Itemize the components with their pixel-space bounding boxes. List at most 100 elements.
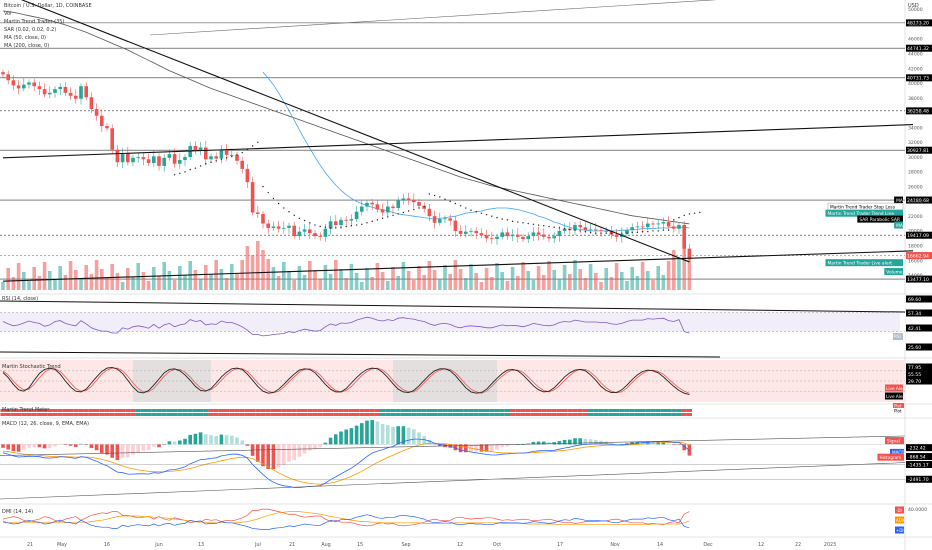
candle-body	[391, 206, 395, 209]
macd-histogram-bar	[370, 420, 374, 445]
candle-body	[651, 223, 655, 225]
macd-histogram-bar	[349, 428, 354, 445]
trend-meter-cell	[546, 413, 552, 416]
volume-bar	[453, 260, 458, 290]
candle-body	[614, 234, 619, 237]
trend-meter-cell	[593, 413, 599, 416]
candle-body	[100, 115, 104, 127]
trend-meter-cell	[281, 413, 287, 416]
trend-meter-cell	[187, 413, 193, 416]
price-level-badge	[906, 107, 932, 115]
volume-bar	[167, 271, 172, 290]
price-axis-tick: 30000	[908, 155, 923, 161]
trend-meter-cell	[515, 409, 521, 412]
macd-histogram-bar	[37, 444, 42, 448]
dmi-right-label: ADX	[896, 518, 905, 523]
macd-histogram-bar	[344, 429, 348, 445]
trend-meter-cell	[78, 409, 84, 412]
trend-meter-cell	[530, 409, 536, 412]
macd-histogram-bar	[354, 425, 359, 445]
candle-body	[661, 222, 666, 224]
trend-meter-cell	[208, 413, 214, 416]
trend-meter-cell	[655, 409, 661, 412]
dmi-tick-label: 40.0000	[908, 507, 927, 513]
trend-meter-cell	[442, 413, 448, 416]
candle-body	[510, 234, 515, 237]
macd-histogram-bar	[427, 439, 432, 445]
trend-meter-cell	[265, 413, 271, 416]
time-axis-tick: 12	[457, 542, 463, 548]
macd-histogram-bar	[677, 444, 681, 445]
sar-dot	[387, 216, 389, 218]
trend-meter-cell	[411, 409, 417, 412]
trend-meter-cell	[307, 413, 313, 416]
volume-bar	[256, 241, 260, 290]
trendline-top	[149, 0, 718, 36]
trend-meter-badge: Plot	[894, 404, 902, 409]
price-axis-tick: 36000	[908, 111, 923, 117]
trend-meter-cell	[62, 413, 68, 416]
trend-meter-cell	[31, 413, 37, 416]
sar-dot	[667, 229, 670, 231]
pane-label: MA	[896, 198, 903, 204]
macd-histogram-bar	[484, 444, 489, 452]
trend-meter-cell	[525, 409, 531, 412]
volume-bar	[131, 277, 135, 290]
trend-meter-cell	[317, 413, 323, 416]
trend-meter-cell	[634, 409, 640, 412]
time-axis-tick: 16	[104, 542, 110, 548]
trend-meter-cell	[530, 413, 536, 416]
trend-meter-cell	[432, 413, 438, 416]
stoch-tick-label: 77.95	[908, 365, 921, 371]
trend-meter-cell	[400, 409, 406, 412]
macd-histogram-bar	[308, 444, 312, 451]
candle-body	[562, 228, 567, 231]
trend-meter-cell	[172, 413, 178, 416]
candle-body	[500, 232, 504, 237]
volume-bar	[16, 263, 21, 290]
volume-bar	[297, 266, 302, 290]
price-level-label: 16662.94	[907, 253, 929, 259]
trend-meter-cell	[328, 409, 334, 412]
volume-bar	[334, 260, 338, 290]
trend-meter-cell	[338, 413, 344, 416]
volume-bar	[292, 280, 296, 290]
macd-histogram-bar	[422, 436, 426, 445]
macd-histogram-bar	[131, 444, 135, 455]
macd-histogram-bar	[68, 444, 73, 446]
volume-bar	[568, 274, 572, 290]
macd-histogram-bar	[334, 434, 338, 445]
candle-body	[521, 236, 525, 240]
candle-body	[588, 229, 593, 231]
trend-meter-cell	[411, 413, 417, 416]
candle-body	[417, 202, 421, 206]
candle-body	[266, 223, 270, 228]
volume-bar	[391, 267, 395, 290]
candle-body	[578, 225, 582, 228]
trend-meter-cell	[416, 413, 422, 416]
volume-bar	[178, 266, 182, 290]
volume-bar	[354, 273, 359, 290]
trend-meter-cell	[114, 409, 120, 412]
trend-meter-cell	[255, 413, 261, 416]
sar-dot	[532, 223, 535, 225]
trend-meter-cell	[421, 409, 427, 412]
volume-bar	[240, 260, 244, 290]
candle-body	[505, 232, 510, 237]
time-axis-tick: 22	[795, 542, 801, 548]
macd-histogram-bar	[490, 444, 494, 452]
sar-dot	[392, 214, 394, 217]
volume-bar	[594, 273, 598, 290]
candle-body	[94, 109, 99, 116]
volume-bar	[209, 274, 213, 290]
trend-meter-cell	[556, 409, 562, 412]
trend-meter-cell	[151, 409, 157, 412]
volume-bar	[271, 267, 276, 290]
volume-bar	[646, 271, 650, 290]
trend-meter-cell	[650, 413, 656, 416]
trend-meter-cell	[338, 409, 344, 412]
trend-meter-cell	[224, 413, 230, 416]
pane-label: Martin Trend Trader Stop Loss	[830, 204, 896, 210]
trend-meter-cell	[489, 413, 495, 416]
